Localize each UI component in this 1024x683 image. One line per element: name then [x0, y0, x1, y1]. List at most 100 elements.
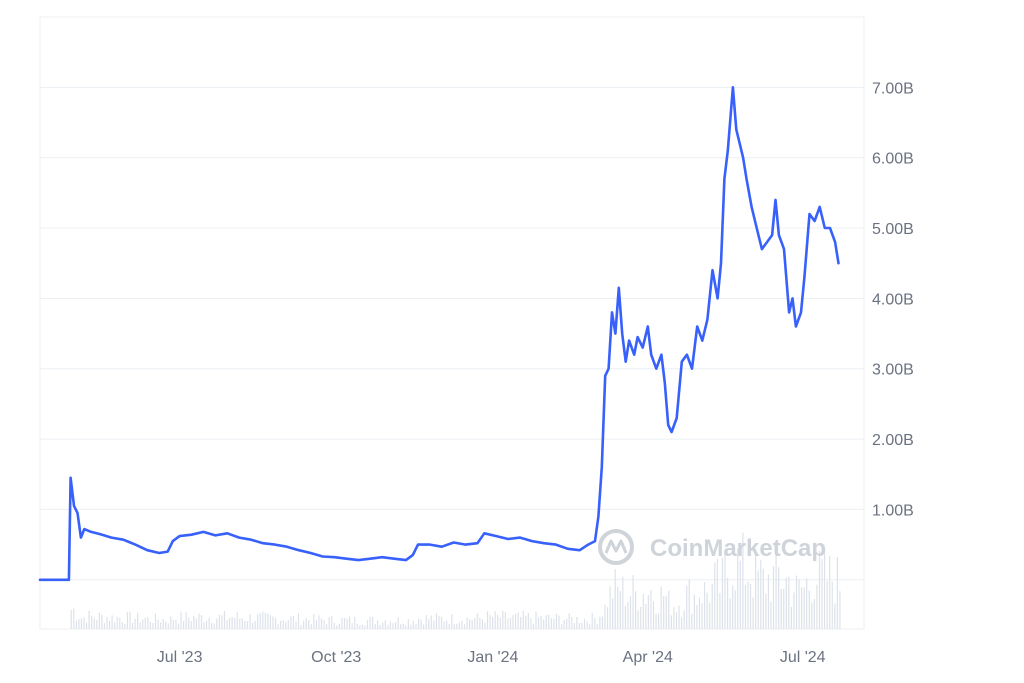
- volume-bar: [211, 622, 213, 629]
- volume-bar: [313, 614, 315, 629]
- volume-bar: [142, 619, 144, 629]
- volume-bar: [793, 592, 795, 629]
- volume-bar: [586, 621, 588, 629]
- volume-bar: [338, 623, 340, 629]
- volume-bar: [458, 622, 461, 629]
- volume-bar: [688, 579, 690, 629]
- volume-bar: [619, 591, 621, 629]
- volume-bar: [417, 618, 420, 629]
- volume-bar: [801, 587, 803, 629]
- volume-bar: [114, 622, 116, 629]
- y-tick-label: 3.00B: [872, 362, 914, 379]
- volume-bar: [394, 622, 397, 629]
- volume-bar: [430, 615, 432, 629]
- volume-bar: [747, 581, 749, 629]
- volume-bar: [762, 568, 764, 629]
- volume-bar: [701, 602, 703, 629]
- volume-bar: [622, 576, 624, 629]
- volume-bar: [310, 624, 312, 629]
- volume-bar: [405, 625, 407, 629]
- volume-bar: [683, 610, 685, 629]
- volume-bar: [548, 614, 550, 629]
- volume-bar: [420, 619, 422, 629]
- volume-bar: [706, 592, 708, 629]
- volume-bar: [652, 601, 655, 629]
- volume-bar: [361, 624, 363, 629]
- volume-bar: [614, 569, 616, 629]
- volume-bar: [481, 619, 483, 629]
- volume-bar: [101, 614, 103, 629]
- volume-bar: [349, 616, 351, 629]
- volume-bar: [573, 623, 575, 629]
- volume-bar: [369, 617, 371, 629]
- volume-bar: [198, 613, 200, 629]
- volume-bar: [121, 622, 123, 629]
- volume-bar: [675, 612, 678, 629]
- volume-bar: [744, 585, 747, 629]
- volume-bar: [274, 617, 277, 629]
- volume-bar: [463, 624, 466, 629]
- volume-bar: [760, 560, 762, 629]
- volume-bar: [139, 622, 141, 629]
- volume-bar: [354, 616, 356, 629]
- volume-bar: [234, 617, 236, 629]
- volume-bar: [323, 620, 325, 629]
- volume-bar: [80, 618, 83, 629]
- volume-bar: [640, 606, 642, 629]
- volume-bar: [172, 619, 174, 629]
- volume-bar: [167, 623, 169, 629]
- volume-bar: [96, 620, 98, 629]
- watermark-text: CoinMarketCap: [650, 535, 826, 562]
- volume-bar: [698, 597, 701, 629]
- volume-bar: [343, 618, 346, 629]
- volume-bar: [331, 615, 333, 629]
- volume-bar: [195, 618, 197, 629]
- volume-bar: [221, 615, 223, 629]
- volume-bar: [239, 618, 241, 629]
- volume-bar: [601, 616, 604, 629]
- volume-bar: [241, 618, 243, 629]
- volume-bar: [686, 585, 688, 629]
- y-tick-label: 1.00B: [872, 502, 914, 519]
- volume-bar: [374, 623, 376, 629]
- volume-bar: [359, 625, 361, 629]
- volume-bar: [106, 617, 108, 629]
- volume-bar: [591, 612, 593, 629]
- volume-bar: [402, 623, 404, 629]
- volume-bar: [246, 621, 249, 629]
- volume-bar: [308, 619, 310, 629]
- volume-bar: [423, 624, 425, 629]
- volume-bar: [70, 610, 72, 629]
- volume-bar: [93, 618, 95, 629]
- volume-bar: [834, 603, 836, 629]
- volume-bar: [780, 588, 782, 629]
- volume-bar: [604, 604, 606, 629]
- volume-bar: [116, 616, 118, 629]
- volume-bar: [443, 621, 445, 629]
- volume-bar: [259, 613, 261, 629]
- volume-bar: [98, 612, 100, 629]
- volume-bar: [527, 613, 529, 629]
- volume-bar: [177, 623, 180, 629]
- volume-bar: [732, 585, 734, 629]
- volume-bar: [767, 574, 770, 629]
- volume-bar: [415, 624, 417, 629]
- volume-bar: [149, 621, 152, 629]
- volume-bar: [703, 582, 706, 629]
- volume-bar: [816, 584, 818, 629]
- volume-bar: [742, 532, 744, 629]
- volume-bar: [456, 623, 458, 629]
- volume-bar: [831, 581, 833, 629]
- volume-bar: [119, 617, 121, 629]
- volume-bar: [811, 602, 813, 629]
- x-tick-label: Oct '23: [311, 649, 361, 666]
- volume-bar: [709, 602, 711, 629]
- volume-bar: [476, 613, 478, 629]
- volume-bar: [471, 620, 473, 629]
- volume-bar: [658, 613, 660, 629]
- volume-bar: [262, 611, 264, 629]
- volume-bar: [492, 617, 494, 629]
- volume-bar: [134, 618, 136, 629]
- volume-bar: [326, 624, 328, 629]
- volume-bar: [412, 620, 415, 629]
